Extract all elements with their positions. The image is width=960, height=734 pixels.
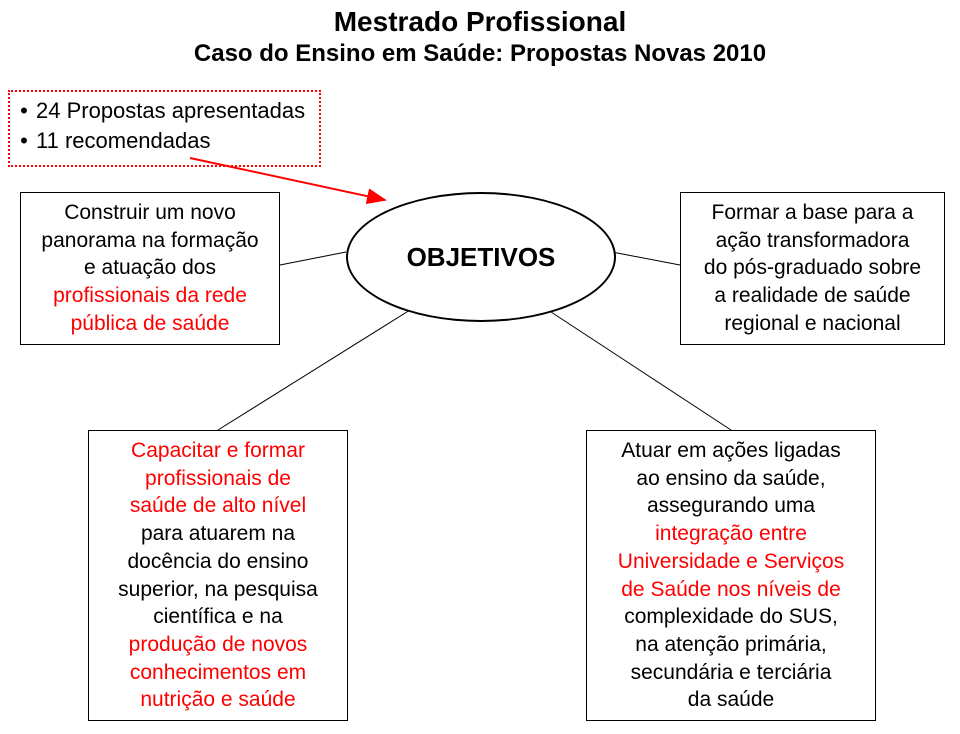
box-line: docência do ensino (99, 548, 337, 576)
box-line: integração entre (597, 520, 865, 548)
box-line: secundária e terciária (597, 659, 865, 687)
box-line: na atenção primária, (597, 631, 865, 659)
box-bottom-left: Capacitar e formarprofissionais desaúde … (88, 430, 348, 721)
box-line: para atuarem na (99, 520, 337, 548)
box-line: nutrição e saúde (99, 686, 337, 714)
diagram-canvas: Mestrado Profissional Caso do Ensino em … (0, 0, 960, 734)
objectives-label: OBJETIVOS (407, 242, 556, 273)
box-line: assegurando uma (597, 492, 865, 520)
box-line: ação transformadora (691, 227, 934, 255)
box-line: produção de novos (99, 631, 337, 659)
box-line: ao ensino da saúde, (597, 465, 865, 493)
box-line: conhecimentos em (99, 659, 337, 687)
box-line: panorama na formação (31, 227, 269, 255)
box-line: Capacitar e formar (99, 437, 337, 465)
stats-line-2-text: 11 recomendadas (36, 126, 211, 156)
box-top-right: Formar a base para aação transformadorad… (680, 192, 945, 345)
box-line: Universidade e Serviços (597, 548, 865, 576)
bullet-icon: • (20, 126, 28, 156)
box-line: do pós-graduado sobre (691, 254, 934, 282)
box-top-left: Construir um novopanorama na formaçãoe a… (20, 192, 280, 345)
box-line: científica e na (99, 603, 337, 631)
bullet-icon: • (20, 96, 28, 126)
box-line: e atuação dos (31, 254, 269, 282)
box-bottom-right: Atuar em ações ligadasao ensino da saúde… (586, 430, 876, 721)
box-line: superior, na pesquisa (99, 576, 337, 604)
objectives-ellipse: OBJETIVOS (346, 192, 616, 322)
box-line: profissionais de (99, 465, 337, 493)
box-line: regional e nacional (691, 310, 934, 338)
title-sub: Caso do Ensino em Saúde: Propostas Novas… (0, 40, 960, 68)
stats-highlight-box: • 24 Propostas apresentadas • 11 recomen… (8, 90, 321, 167)
stats-line-1: • 24 Propostas apresentadas (20, 96, 305, 126)
box-line: da saúde (597, 686, 865, 714)
box-line: complexidade do SUS, (597, 603, 865, 631)
box-line: de Saúde nos níveis de (597, 576, 865, 604)
stats-line-1-text: 24 Propostas apresentadas (36, 96, 305, 126)
box-line: pública de saúde (31, 310, 269, 338)
box-line: Construir um novo (31, 199, 269, 227)
box-line: saúde de alto nível (99, 492, 337, 520)
stats-line-2: • 11 recomendadas (20, 126, 305, 156)
box-line: profissionais da rede (31, 282, 269, 310)
box-line: Formar a base para a (691, 199, 934, 227)
box-line: Atuar em ações ligadas (597, 437, 865, 465)
box-line: a realidade de saúde (691, 282, 934, 310)
title-main: Mestrado Profissional (0, 6, 960, 38)
